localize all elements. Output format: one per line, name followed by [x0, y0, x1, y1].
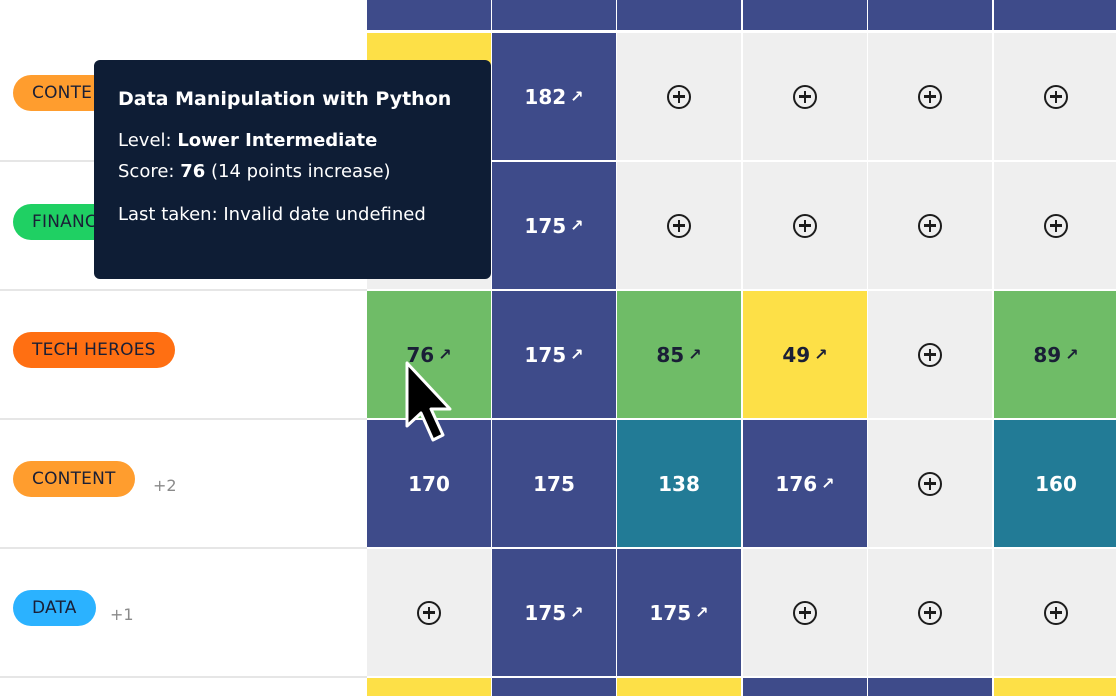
skill-score-cell[interactable]: 176 ↗ — [743, 420, 869, 549]
add-assessment-icon[interactable] — [417, 600, 441, 625]
add-assessment-icon[interactable] — [1044, 600, 1068, 625]
add-assessment-icon[interactable] — [667, 84, 691, 109]
row-label: TECH HEROES — [0, 291, 367, 420]
skill-score-cell[interactable]: 170 — [367, 420, 493, 549]
bottom-strip-cell — [743, 678, 869, 698]
top-strip-cell — [367, 0, 493, 32]
bottom-strip-cell — [492, 678, 618, 698]
add-assessment-icon[interactable] — [918, 471, 942, 496]
add-assessment-icon[interactable] — [918, 84, 942, 109]
add-assessment-icon[interactable] — [918, 600, 942, 625]
skill-score-cell[interactable]: 175 ↗ — [492, 291, 618, 420]
score-value: 89 — [1033, 342, 1062, 367]
skill-score-cell[interactable] — [994, 549, 1116, 678]
skill-score-cell[interactable] — [617, 33, 743, 162]
add-assessment-icon[interactable] — [1044, 84, 1068, 109]
skill-score-cell[interactable]: 85 ↗ — [617, 291, 743, 420]
score-value: 138 — [658, 471, 700, 496]
increase-arrow-icon: ↗ — [570, 345, 584, 364]
increase-arrow-icon: ↗ — [821, 474, 835, 493]
skill-score-cell[interactable] — [743, 549, 869, 678]
add-assessment-icon[interactable] — [667, 213, 691, 238]
extra-tags-count[interactable]: +1 — [110, 605, 134, 624]
increase-arrow-icon: ↗ — [688, 345, 702, 364]
top-strip-cell — [743, 0, 869, 32]
top-strip-cell — [492, 0, 618, 32]
score-value: 160 — [1035, 471, 1077, 496]
skill-score-cell[interactable] — [617, 162, 743, 291]
score-value: 175 — [533, 471, 575, 496]
top-strip-cell — [868, 0, 994, 32]
tooltip-level: Level: Lower Intermediate — [118, 130, 378, 151]
score-tooltip: Data Manipulation with Python Level: Low… — [94, 60, 491, 279]
skill-score-cell[interactable] — [868, 549, 994, 678]
increase-arrow-icon: ↗ — [695, 603, 709, 622]
skill-score-cell[interactable] — [868, 291, 994, 420]
add-assessment-icon[interactable] — [793, 84, 817, 109]
skill-score-cell[interactable] — [743, 33, 869, 162]
score-value: 175 — [649, 600, 692, 625]
skill-score-cell[interactable]: 138 — [617, 420, 743, 549]
team-tag[interactable]: DATA — [13, 590, 96, 626]
skill-score-cell[interactable] — [994, 33, 1116, 162]
skill-score-cell[interactable]: 175 ↗ — [492, 162, 618, 291]
skill-score-cell[interactable] — [367, 549, 493, 678]
skill-score-cell[interactable]: 175 — [492, 420, 618, 549]
skill-score-cell[interactable]: 175 ↗ — [617, 549, 743, 678]
add-assessment-icon[interactable] — [918, 342, 942, 367]
add-assessment-icon[interactable] — [793, 213, 817, 238]
row-label: DATA +1 — [0, 549, 367, 678]
skill-score-cell[interactable]: 182 ↗ — [492, 33, 618, 162]
increase-arrow-icon: ↗ — [570, 87, 584, 106]
extra-tags-count[interactable]: +2 — [153, 476, 177, 495]
skill-score-cell[interactable]: 49 ↗ — [743, 291, 869, 420]
score-value: 175 — [524, 342, 567, 367]
skill-score-cell[interactable]: 175 ↗ — [492, 549, 618, 678]
skill-score-cell[interactable] — [994, 162, 1116, 291]
mouse-pointer-icon — [405, 361, 452, 442]
skill-score-cell[interactable]: 160 — [994, 420, 1116, 549]
skill-score-cell[interactable]: 89 ↗ — [994, 291, 1116, 420]
bottom-strip-cell — [367, 678, 493, 698]
score-value: 182 — [524, 84, 567, 109]
increase-arrow-icon: ↗ — [814, 345, 828, 364]
skill-score-cell[interactable] — [743, 162, 869, 291]
top-strip-cell — [617, 0, 743, 32]
team-tag[interactable]: CONTENT — [13, 461, 135, 497]
skill-score-cell[interactable] — [868, 162, 994, 291]
row-label: CONTENT +2 — [0, 420, 367, 549]
increase-arrow-icon: ↗ — [438, 345, 452, 364]
tooltip-title: Data Manipulation with Python — [118, 88, 452, 110]
score-value: 85 — [656, 342, 685, 367]
score-value: 175 — [524, 213, 567, 238]
add-assessment-icon[interactable] — [918, 213, 942, 238]
bottom-strip-cell — [617, 678, 743, 698]
skill-score-cell[interactable] — [868, 420, 994, 549]
skill-score-cell[interactable] — [868, 33, 994, 162]
score-value: 170 — [408, 471, 450, 496]
bottom-strip-cell — [994, 678, 1116, 698]
score-value: 175 — [524, 600, 567, 625]
add-assessment-icon[interactable] — [793, 600, 817, 625]
score-value: 49 — [782, 342, 811, 367]
team-tag[interactable]: TECH HEROES — [13, 332, 175, 368]
add-assessment-icon[interactable] — [1044, 213, 1068, 238]
score-value: 176 — [775, 471, 818, 496]
top-strip-cell — [994, 0, 1116, 32]
increase-arrow-icon: ↗ — [570, 603, 584, 622]
bottom-strip-cell — [868, 678, 994, 698]
increase-arrow-icon: ↗ — [570, 216, 584, 235]
tooltip-score: Score: 76 (14 points increase) — [118, 161, 391, 182]
score-value: 76 — [406, 342, 435, 367]
increase-arrow-icon: ↗ — [1065, 345, 1079, 364]
tooltip-last-taken: Last taken: Invalid date undefined — [118, 204, 426, 225]
